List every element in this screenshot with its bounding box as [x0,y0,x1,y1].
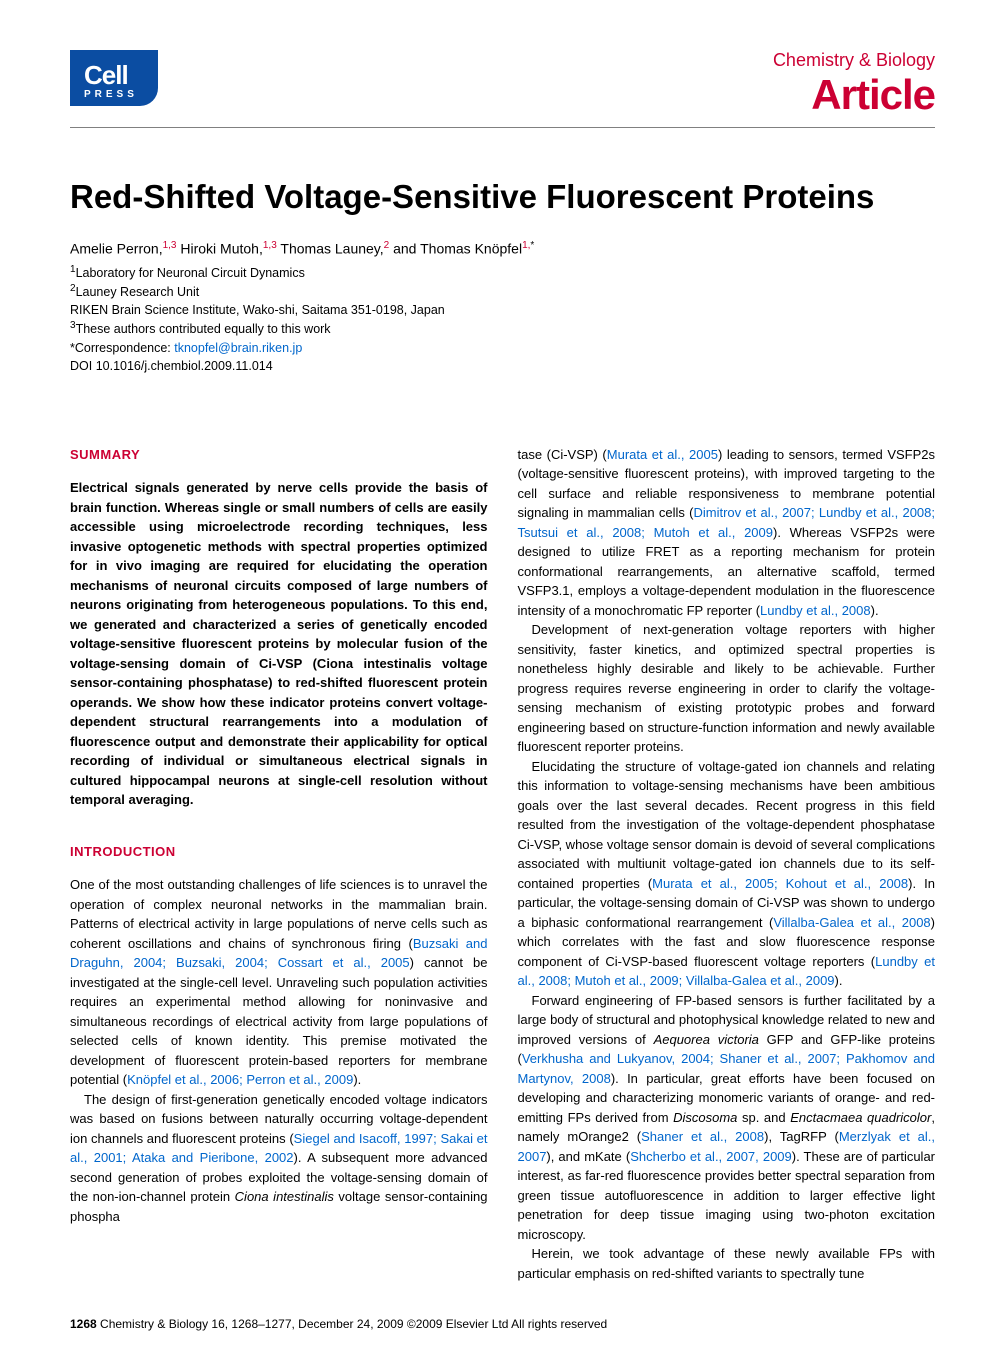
summary-heading: SUMMARY [70,445,488,465]
doi-line: DOI 10.1016/j.chembiol.2009.11.014 [70,357,935,375]
logo-main-text: Cell [84,60,144,91]
author-4: and Thomas Knöpfel [393,241,522,257]
author-1: Amelie Perron, [70,241,163,257]
citation-link[interactable]: Murata et al., 2005 [607,447,718,462]
summary-text: Electrical signals generated by nerve ce… [70,478,488,810]
affil-institute: RIKEN Brain Science Institute, Wako-shi,… [70,301,935,319]
header-divider [70,127,935,128]
article-title: Red-Shifted Voltage-Sensitive Fluorescen… [70,178,935,216]
affil-equal-contrib: 3These authors contributed equally to th… [70,319,935,338]
body-columns: SUMMARY Electrical signals generated by … [70,445,935,1284]
author-3-sup: 2 [384,240,390,251]
citation-link[interactable]: Shcherbo et al., 2007, 2009 [630,1149,792,1164]
journal-block: Chemistry & Biology Article [773,50,935,119]
page-header: Cell PRESS Chemistry & Biology Article [70,50,935,119]
introduction-heading: INTRODUCTION [70,842,488,862]
author-2: Hiroki Mutoh, [180,241,262,257]
citation-link[interactable]: Knöpfel et al., 2006; Perron et al., 200… [127,1072,353,1087]
journal-name: Chemistry & Biology [773,50,935,71]
right-para-4: Forward engineering of FP-based sensors … [518,991,936,1245]
affil-1: 1Laboratory for Neuronal Circuit Dynamic… [70,263,935,282]
left-column: SUMMARY Electrical signals generated by … [70,445,488,1284]
logo-sub-text: PRESS [84,89,144,100]
author-2-sup: 1,3 [263,240,277,251]
citation-link[interactable]: Murata et al., 2005; Kohout et al., 2008 [652,876,908,891]
right-para-2: Development of next-generation voltage r… [518,620,936,757]
page-number: 1268 [70,1317,97,1331]
correspondence-email-link[interactable]: tknopfel@brain.riken.jp [174,341,302,355]
author-3: Thomas Launey, [280,241,383,257]
right-para-1: tase (Ci-VSP) (Murata et al., 2005) lead… [518,445,936,621]
right-column: tase (Ci-VSP) (Murata et al., 2005) lead… [518,445,936,1284]
author-list: Amelie Perron,1,3 Hiroki Mutoh,1,3 Thoma… [70,240,935,257]
intro-para-1: One of the most outstanding challenges o… [70,875,488,1090]
footer-citation: Chemistry & Biology 16, 1268–1277, Decem… [97,1317,607,1331]
citation-link[interactable]: Lundby et al., 2008 [760,603,871,618]
citation-link[interactable]: Shaner et al., 2008 [641,1129,764,1144]
citation-link[interactable]: Villalba-Galea et al., 2008 [773,915,930,930]
correspondence-line: *Correspondence: tknopfel@brain.riken.jp [70,339,935,357]
right-para-5: Herein, we took advantage of these newly… [518,1244,936,1283]
author-4-star: * [530,240,534,251]
affiliations-block: 1Laboratory for Neuronal Circuit Dynamic… [70,263,935,375]
affil-2: 2Launey Research Unit [70,282,935,301]
author-1-sup: 1,3 [163,240,177,251]
page-footer: 1268 Chemistry & Biology 16, 1268–1277, … [70,1317,935,1331]
intro-para-2: The design of first-generation genetical… [70,1090,488,1227]
article-label: Article [773,71,935,119]
cell-press-logo: Cell PRESS [70,50,158,106]
right-para-3: Elucidating the structure of voltage-gat… [518,757,936,991]
